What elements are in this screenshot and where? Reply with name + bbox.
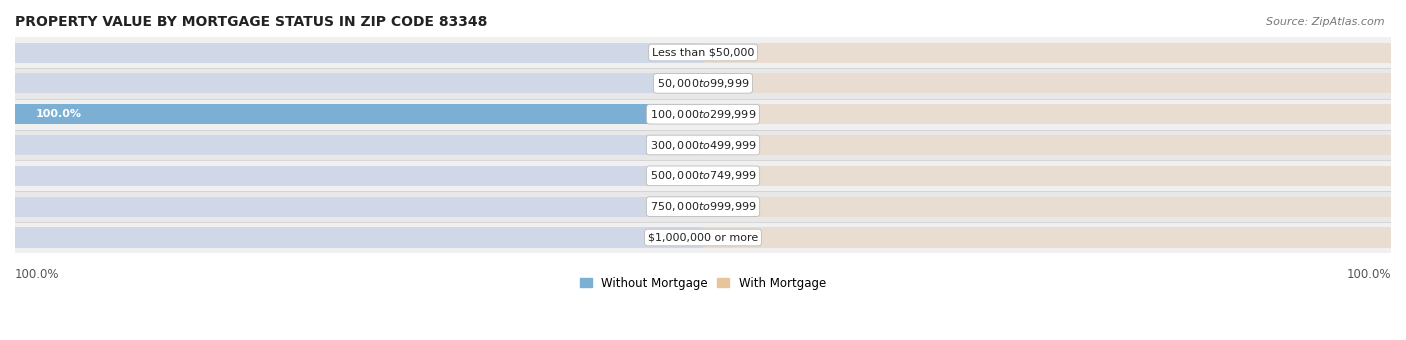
- Text: 0.0%: 0.0%: [654, 78, 682, 88]
- Text: 0.0%: 0.0%: [654, 140, 682, 150]
- Bar: [15, 227, 703, 248]
- Text: Less than $50,000: Less than $50,000: [652, 48, 754, 57]
- Text: 0.0%: 0.0%: [654, 233, 682, 242]
- Text: $300,000 to $499,999: $300,000 to $499,999: [650, 138, 756, 152]
- Text: $1,000,000 or more: $1,000,000 or more: [648, 233, 758, 242]
- Bar: [15, 68, 1391, 99]
- Text: 0.0%: 0.0%: [724, 233, 752, 242]
- Bar: [703, 166, 1391, 186]
- Bar: [15, 104, 703, 124]
- Bar: [15, 130, 1391, 160]
- Text: 0.0%: 0.0%: [654, 202, 682, 212]
- Text: PROPERTY VALUE BY MORTGAGE STATUS IN ZIP CODE 83348: PROPERTY VALUE BY MORTGAGE STATUS IN ZIP…: [15, 15, 488, 29]
- Text: 100.0%: 100.0%: [35, 109, 82, 119]
- Bar: [15, 197, 703, 217]
- Text: 100.0%: 100.0%: [1347, 268, 1391, 281]
- Text: 0.0%: 0.0%: [654, 171, 682, 181]
- Bar: [15, 37, 1391, 68]
- Text: $50,000 to $99,999: $50,000 to $99,999: [657, 77, 749, 90]
- Text: 0.0%: 0.0%: [724, 109, 752, 119]
- Bar: [703, 227, 1391, 248]
- Bar: [703, 197, 1391, 217]
- Text: 0.0%: 0.0%: [724, 140, 752, 150]
- Text: $500,000 to $749,999: $500,000 to $749,999: [650, 169, 756, 182]
- Bar: [15, 42, 703, 63]
- Text: Source: ZipAtlas.com: Source: ZipAtlas.com: [1267, 17, 1385, 27]
- Bar: [703, 73, 1391, 94]
- Legend: Without Mortgage, With Mortgage: Without Mortgage, With Mortgage: [575, 272, 831, 294]
- Text: 0.0%: 0.0%: [724, 78, 752, 88]
- Text: 0.0%: 0.0%: [654, 48, 682, 57]
- Text: 100.0%: 100.0%: [15, 268, 59, 281]
- Bar: [15, 160, 1391, 191]
- Bar: [15, 222, 1391, 253]
- Bar: [703, 42, 1391, 63]
- Text: 0.0%: 0.0%: [724, 202, 752, 212]
- Bar: [15, 99, 1391, 130]
- Text: 0.0%: 0.0%: [724, 171, 752, 181]
- Text: 0.0%: 0.0%: [724, 48, 752, 57]
- Bar: [15, 166, 703, 186]
- Bar: [15, 73, 703, 94]
- Bar: [703, 135, 1391, 155]
- Bar: [15, 135, 703, 155]
- Text: $750,000 to $999,999: $750,000 to $999,999: [650, 200, 756, 213]
- Text: $100,000 to $299,999: $100,000 to $299,999: [650, 108, 756, 121]
- Bar: [15, 191, 1391, 222]
- Bar: [703, 104, 1391, 124]
- Bar: [15, 104, 703, 124]
